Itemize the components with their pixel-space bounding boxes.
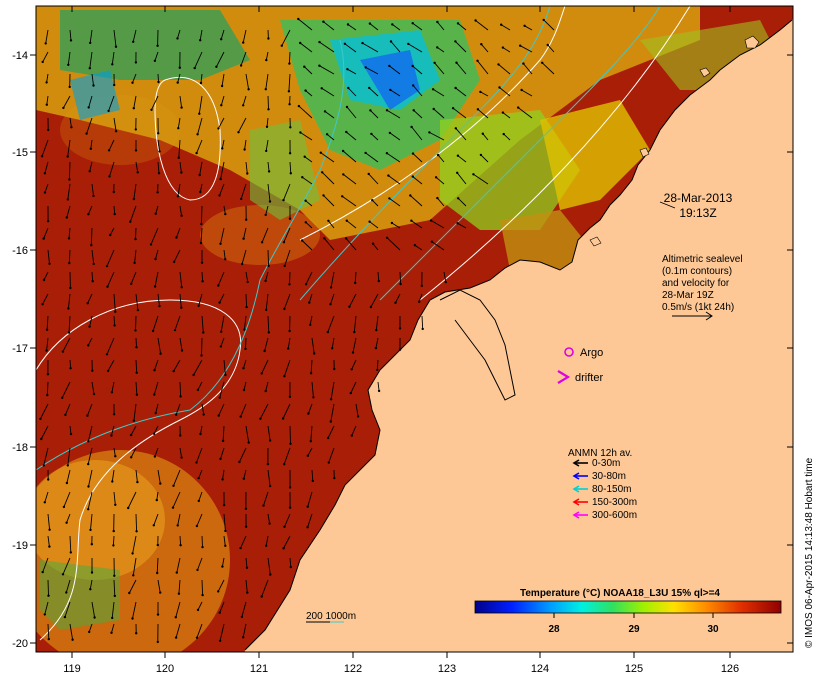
lat-tick-label: -20 (12, 638, 28, 650)
lat-tick-label: -15 (12, 147, 28, 159)
lat-tick-label: -14 (12, 50, 28, 62)
altimetry-line-5: 0.5m/s (1kt 24h) (662, 302, 734, 313)
lat-tick-label: -18 (12, 442, 28, 454)
lon-tick-label: 126 (721, 663, 739, 675)
lat-tick-label: -17 (12, 343, 28, 355)
date-label: 28-Mar-2013 (664, 191, 733, 205)
altimetry-line-3: and velocity for (662, 278, 730, 289)
legend-arrow-icon (572, 472, 580, 480)
legend-item-label: 30-80m (592, 471, 626, 482)
colorbar-tick-label: 28 (548, 624, 560, 635)
longitude-axis: 119 120 121 122 123 124 125 126 (63, 6, 739, 675)
credit-text: © IMOS 06-Apr-2015 14:13:48 Hobart time (804, 457, 815, 648)
depth-contour-key: 200 1000m (306, 611, 356, 623)
time-label: 19:13Z (679, 206, 716, 220)
legend-arrow-icon (572, 485, 580, 493)
anmn-legend: ANMN 12h av. 0-30m 30-80m 80-150m 150-300m 3… (568, 448, 637, 521)
land (244, 18, 793, 652)
plot-frame (35, 5, 794, 653)
legend-item: 30-80m (572, 471, 626, 482)
lon-tick-label: 121 (250, 663, 268, 675)
colorbar-tick-label: 30 (707, 624, 719, 635)
legend-item: 0-30m (572, 458, 620, 469)
lon-tick-label: 123 (438, 663, 456, 675)
legend-item-label: 80-150m (592, 484, 631, 495)
plot-area (36, 6, 793, 652)
altimetry-info: Altimetric sealevel (0.1m contours) and … (662, 254, 743, 321)
credit-sidebar: © IMOS 06-Apr-2015 14:13:48 Hobart time (804, 457, 815, 648)
lon-tick-label: 119 (63, 663, 81, 675)
lon-tick-label: 124 (531, 663, 549, 675)
lat-tick-label: -19 (12, 540, 28, 552)
inlet-land (440, 290, 515, 400)
drifter-marker-icon (557, 370, 571, 384)
legend-item-label: 300-600m (592, 510, 637, 521)
argo-label: Argo (580, 347, 603, 359)
symbols-key: Argo drifter (557, 347, 603, 384)
sealevel-contours (36, 6, 691, 641)
legend-item: 150-300m (572, 497, 637, 508)
argo-marker-icon (564, 347, 574, 357)
lon-tick-label: 125 (625, 663, 643, 675)
legend-item: 80-150m (572, 484, 631, 495)
drifter-label: drifter (575, 372, 603, 384)
legend-item-label: 150-300m (592, 497, 637, 508)
depth-contours (36, 6, 661, 471)
colorbar-gradient (474, 600, 782, 614)
temperature-colorbar: Temperature (°C) NOAA18_L3U 15% ql>=4 28… (474, 588, 782, 635)
altimetry-line-2: (0.1m contours) (662, 266, 732, 277)
legend-item-label: 0-30m (592, 458, 620, 469)
colorbar-tick-label: 29 (628, 624, 640, 635)
legend-arrow-icon (572, 498, 580, 506)
date-annotation: 28-Mar-2013 19:13Z (659, 191, 733, 220)
lat-tick-label: -16 (12, 245, 28, 257)
velocity-arrows (39, 17, 555, 644)
latitude-axis: -14 -15 -16 -17 -18 -19 -20 (12, 50, 793, 650)
australia-coast (244, 18, 793, 652)
legend-arrow-icon (572, 511, 580, 519)
legend-item: 300-600m (572, 510, 637, 521)
altimetry-line-1: Altimetric sealevel (662, 254, 743, 265)
altimetry-line-4: 28-Mar 19Z (662, 290, 714, 301)
legend-arrow-icon (572, 459, 580, 467)
lon-tick-label: 122 (344, 663, 362, 675)
colorbar-title: Temperature (°C) NOAA18_L3U 15% ql>=4 (520, 588, 720, 599)
depth-contour-label: 200 1000m (306, 611, 356, 622)
lon-tick-label: 120 (156, 663, 174, 675)
legend-title: ANMN 12h av. (568, 448, 632, 459)
